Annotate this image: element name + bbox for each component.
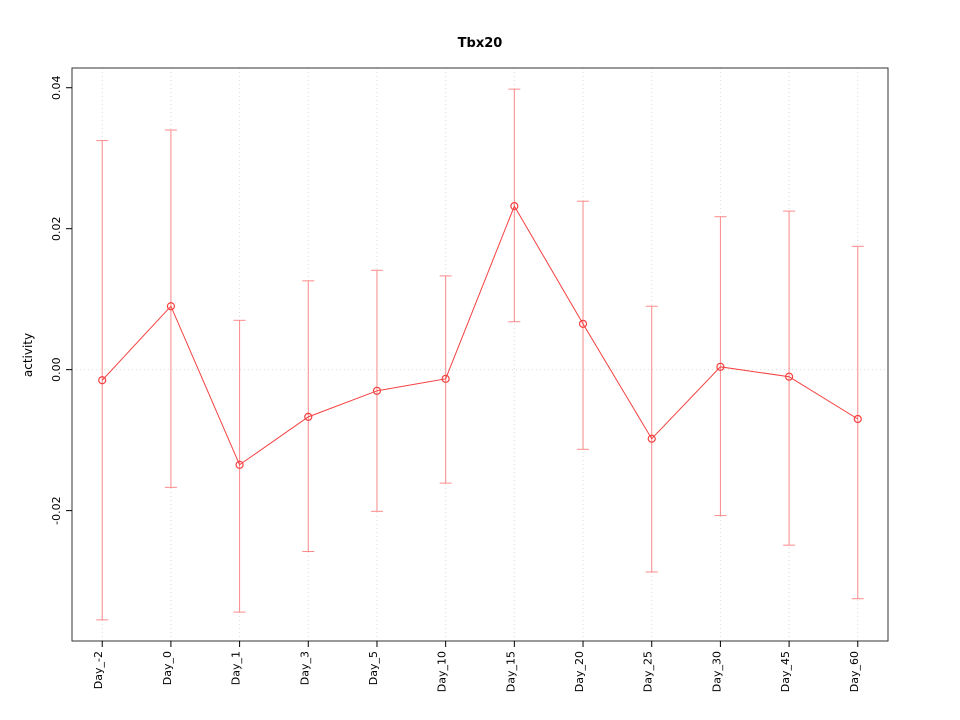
x-tick-label: Day_25 (642, 651, 655, 692)
y-tick-label: 0.04 (50, 75, 63, 100)
x-tick-label: Day_60 (848, 651, 861, 692)
y-tick-label: 0.02 (50, 216, 63, 241)
y-axis-label: activity (21, 332, 35, 378)
plot-border (71, 67, 889, 642)
data-point (578, 319, 588, 328)
data-point (716, 362, 725, 371)
data-point (166, 302, 176, 311)
y-tick-label: 0.00 (50, 357, 63, 382)
data-point (98, 376, 107, 385)
data-point (853, 414, 862, 424)
x-tick-label: Day_-2 (92, 651, 105, 689)
y-tick-label: -0.02 (50, 496, 63, 524)
series-line (101, 205, 859, 466)
x-tick-label: Day_15 (504, 651, 517, 692)
data-point (647, 434, 656, 443)
x-tick-label: Day_1 (230, 651, 243, 685)
x-tick-label: Day_5 (367, 651, 380, 685)
x-tick-label: Day_45 (779, 651, 792, 692)
data-point (372, 386, 382, 395)
x-tick-label: Day_20 (573, 651, 586, 692)
x-tick-label: Day_3 (298, 651, 311, 685)
chart-title: Tbx20 (457, 36, 503, 51)
x-tick-label: Day_0 (161, 651, 174, 685)
data-point (235, 460, 244, 469)
data-point (784, 372, 794, 381)
data-point (510, 202, 519, 211)
x-tick-label: Day_30 (710, 651, 723, 692)
x-tick-label: Day_10 (436, 651, 449, 692)
data-point (441, 374, 450, 383)
data-point (304, 412, 313, 421)
